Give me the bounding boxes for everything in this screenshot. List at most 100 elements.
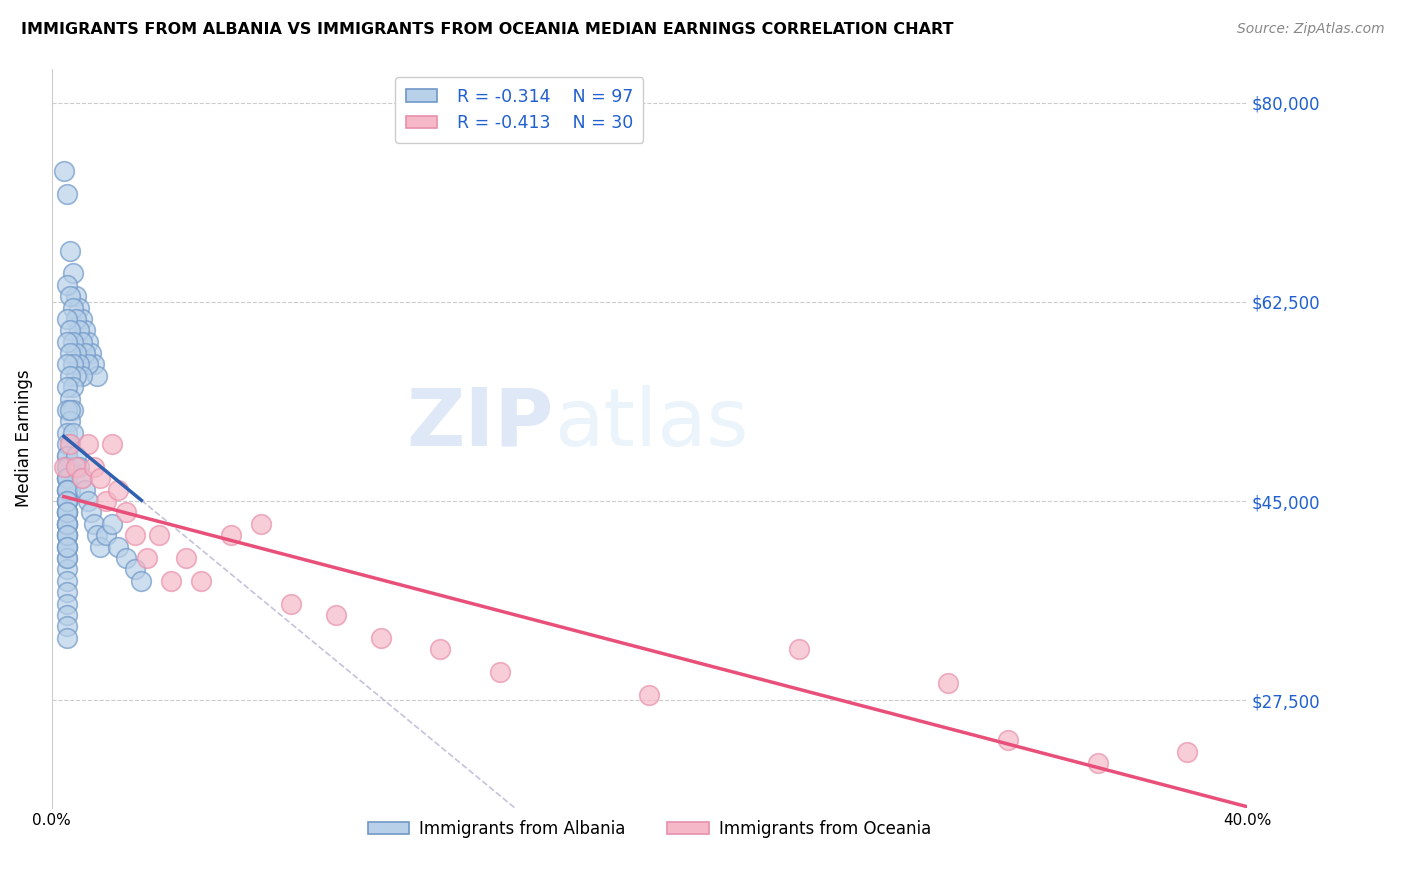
Point: [280, 597, 302, 611]
Point: [59, 244, 82, 258]
Point: [190, 574, 212, 588]
Point: [70, 368, 93, 383]
Point: [55, 562, 77, 576]
Point: [55, 483, 77, 497]
Point: [59, 483, 82, 497]
Point: [52, 164, 75, 178]
Point: [94, 528, 117, 542]
Point: [55, 358, 77, 372]
Point: [83, 516, 105, 531]
Point: [73, 323, 96, 337]
Point: [86, 528, 108, 542]
Point: [59, 346, 82, 360]
Point: [55, 449, 77, 463]
Point: [124, 562, 146, 576]
Legend: Immigrants from Albania, Immigrants from Oceania: Immigrants from Albania, Immigrants from…: [361, 814, 938, 845]
Point: [1087, 756, 1109, 770]
Point: [70, 471, 93, 485]
Point: [55, 403, 77, 417]
Point: [55, 528, 77, 542]
Point: [325, 607, 347, 622]
Point: [59, 437, 82, 451]
Point: [131, 574, 153, 588]
Point: [55, 459, 77, 474]
Point: [76, 358, 98, 372]
Point: [62, 403, 84, 417]
Point: [70, 471, 93, 485]
Point: [55, 506, 77, 520]
Point: [55, 597, 77, 611]
Point: [55, 528, 77, 542]
Point: [370, 631, 392, 645]
Point: [115, 506, 138, 520]
Point: [62, 358, 84, 372]
Point: [55, 494, 77, 508]
Point: [55, 540, 77, 554]
Point: [55, 483, 77, 497]
Point: [59, 323, 82, 337]
Point: [79, 506, 101, 520]
Point: [55, 449, 77, 463]
Point: [55, 494, 77, 508]
Point: [115, 551, 138, 566]
Point: [59, 414, 82, 428]
Point: [67, 358, 90, 372]
Point: [55, 516, 77, 531]
Point: [55, 437, 77, 451]
Point: [65, 312, 87, 326]
Point: [148, 528, 170, 542]
Point: [59, 459, 82, 474]
Point: [73, 483, 96, 497]
Point: [76, 494, 98, 508]
Point: [62, 301, 84, 315]
Point: [62, 380, 84, 394]
Point: [76, 334, 98, 349]
Point: [83, 459, 105, 474]
Point: [76, 437, 98, 451]
Point: [55, 186, 77, 201]
Point: [83, 358, 105, 372]
Point: [55, 471, 77, 485]
Point: [67, 323, 90, 337]
Point: [55, 516, 77, 531]
Text: IMMIGRANTS FROM ALBANIA VS IMMIGRANTS FROM OCEANIA MEDIAN EARNINGS CORRELATION C: IMMIGRANTS FROM ALBANIA VS IMMIGRANTS FR…: [21, 22, 953, 37]
Point: [55, 459, 77, 474]
Text: ZIP: ZIP: [406, 384, 554, 463]
Point: [55, 506, 77, 520]
Point: [997, 733, 1019, 747]
Point: [86, 368, 108, 383]
Point: [55, 380, 77, 394]
Point: [59, 289, 82, 303]
Point: [100, 516, 122, 531]
Point: [100, 437, 122, 451]
Point: [55, 607, 77, 622]
Point: [429, 642, 451, 657]
Point: [489, 665, 512, 679]
Point: [55, 471, 77, 485]
Point: [938, 676, 960, 690]
Point: [79, 346, 101, 360]
Point: [136, 551, 159, 566]
Point: [65, 459, 87, 474]
Point: [52, 459, 75, 474]
Point: [250, 516, 273, 531]
Point: [107, 483, 129, 497]
Point: [89, 471, 111, 485]
Point: [70, 334, 93, 349]
Point: [55, 528, 77, 542]
Point: [55, 494, 77, 508]
Point: [55, 551, 77, 566]
Point: [55, 425, 77, 440]
Point: [787, 642, 810, 657]
Point: [55, 312, 77, 326]
Point: [219, 528, 242, 542]
Text: atlas: atlas: [554, 384, 748, 463]
Point: [65, 346, 87, 360]
Point: [638, 688, 661, 702]
Point: [65, 449, 87, 463]
Point: [160, 574, 183, 588]
Point: [124, 528, 146, 542]
Point: [55, 540, 77, 554]
Point: [1177, 745, 1199, 759]
Text: Source: ZipAtlas.com: Source: ZipAtlas.com: [1237, 22, 1385, 37]
